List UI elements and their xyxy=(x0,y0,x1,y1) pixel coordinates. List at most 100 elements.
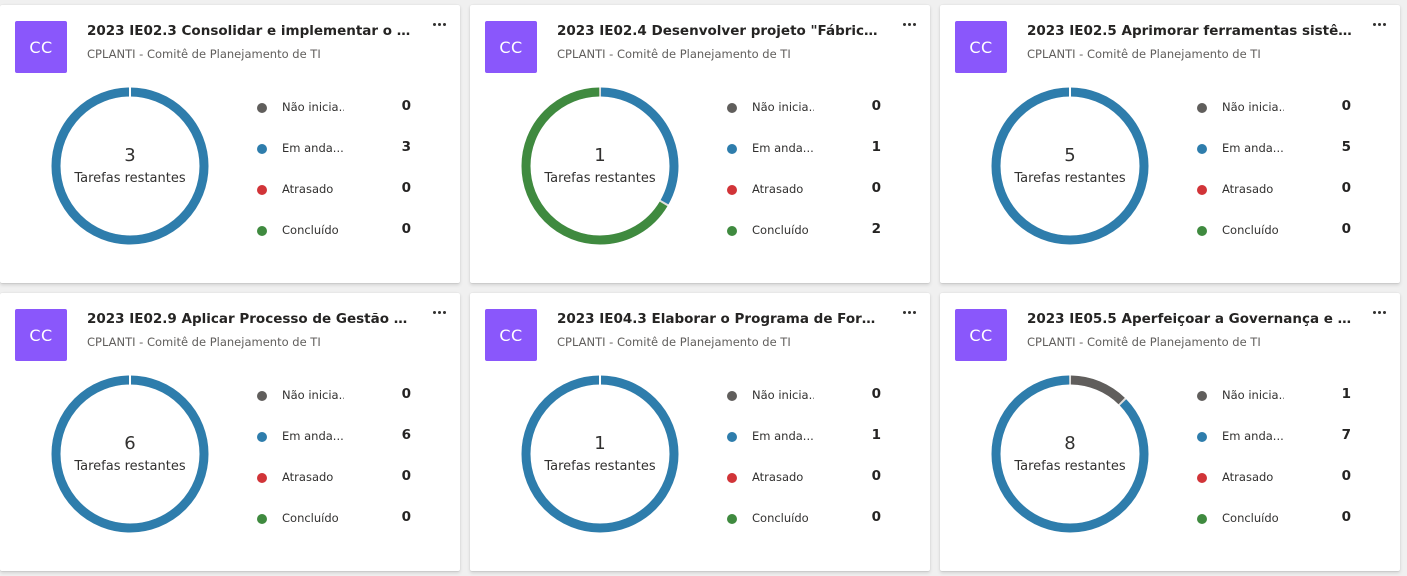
plan-title[interactable]: 2023 IE02.4 Desenvolver projeto "Fábrica… xyxy=(557,23,885,39)
status-legend: Não inicia... 0 Em anda... 5 Atrasado 0 Conclu… xyxy=(1197,93,1357,257)
donut-center: 1 Tarefas restantes xyxy=(521,375,679,533)
plan-title[interactable]: 2023 IE02.3 Consolidar e implementar o P… xyxy=(87,23,415,39)
legend-count: 0 xyxy=(401,221,411,237)
plan-avatar: CC xyxy=(15,309,67,361)
legend-row-em-andamento: Em anda... 1 xyxy=(727,422,887,463)
plan-card[interactable]: CC 2023 IE02.4 Desenvolver projeto "Fábr… xyxy=(470,5,930,283)
legend-count: 0 xyxy=(401,386,411,402)
legend-count: 6 xyxy=(401,427,411,443)
legend-dot-icon xyxy=(257,391,267,401)
status-legend: Não inicia... 1 Em anda... 7 Atrasado 0 Conclu… xyxy=(1197,381,1357,545)
legend-label: Em anda... xyxy=(1222,429,1284,443)
more-options-icon[interactable] xyxy=(896,303,922,321)
legend-count: 0 xyxy=(401,468,411,484)
plan-group-name: CPLANTI - Comitê de Planejamento de TI xyxy=(1027,47,1261,61)
legend-dot-icon xyxy=(727,185,737,195)
legend-dot-icon xyxy=(257,473,267,483)
donut-segment-em-andamento xyxy=(991,375,1149,533)
legend-row-em-andamento: Em anda... 7 xyxy=(1197,422,1357,463)
plan-avatar: CC xyxy=(955,309,1007,361)
plan-title[interactable]: 2023 IE05.5 Aperfeiçoar a Governança e a… xyxy=(1027,311,1355,327)
plan-group-name: CPLANTI - Comitê de Planejamento de TI xyxy=(87,47,321,61)
donut-center: 6 Tarefas restantes xyxy=(51,375,209,533)
legend-dot-icon xyxy=(257,144,267,154)
tasks-donut-chart: 1 Tarefas restantes xyxy=(521,375,679,533)
more-options-icon[interactable] xyxy=(426,303,452,321)
legend-row-atrasado: Atrasado 0 xyxy=(257,463,417,504)
legend-count: 1 xyxy=(871,427,881,443)
legend-row-atrasado: Atrasado 0 xyxy=(727,463,887,504)
legend-count: 0 xyxy=(1341,98,1351,114)
more-options-icon[interactable] xyxy=(896,15,922,33)
legend-row-nao-iniciado: Não inicia... 0 xyxy=(257,381,417,422)
legend-row-atrasado: Atrasado 0 xyxy=(1197,463,1357,504)
plan-group-name: CPLANTI - Comitê de Planejamento de TI xyxy=(87,335,321,349)
legend-label: Não inicia... xyxy=(752,388,814,402)
remaining-label: Tarefas restantes xyxy=(74,170,186,186)
plan-card[interactable]: CC 2023 IE02.9 Aplicar Processo de Gestã… xyxy=(0,293,460,571)
legend-row-em-andamento: Em anda... 1 xyxy=(727,134,887,175)
legend-label: Atrasado xyxy=(1222,182,1274,196)
legend-count: 3 xyxy=(401,139,411,155)
more-options-icon[interactable] xyxy=(1366,15,1392,33)
legend-row-nao-iniciado: Não inicia... 0 xyxy=(257,93,417,134)
tasks-donut-chart: 5 Tarefas restantes xyxy=(991,87,1149,245)
plan-avatar: CC xyxy=(15,21,67,73)
plan-card[interactable]: CC 2023 IE02.5 Aprimorar ferramentas sis… xyxy=(940,5,1400,283)
tasks-donut-chart: 3 Tarefas restantes xyxy=(51,87,209,245)
legend-count: 0 xyxy=(871,468,881,484)
plan-title[interactable]: 2023 IE02.5 Aprimorar ferramentas sistêm… xyxy=(1027,23,1355,39)
plan-avatar: CC xyxy=(955,21,1007,73)
donut-center: 3 Tarefas restantes xyxy=(51,87,209,245)
donut-segment-em-andamento xyxy=(521,87,679,245)
plan-avatar: CC xyxy=(485,21,537,73)
legend-count: 0 xyxy=(1341,221,1351,237)
donut-center: 1 Tarefas restantes xyxy=(521,87,679,245)
plan-card[interactable]: CC 2023 IE02.3 Consolidar e implementar … xyxy=(0,5,460,283)
legend-dot-icon xyxy=(1197,514,1207,524)
tasks-donut-chart: 8 Tarefas restantes xyxy=(991,375,1149,533)
legend-row-concluido: Concluído 0 xyxy=(257,504,417,545)
donut-svg xyxy=(521,87,679,245)
plan-card[interactable]: CC 2023 IE04.3 Elaborar o Programa de Fo… xyxy=(470,293,930,571)
legend-dot-icon xyxy=(1197,144,1207,154)
legend-label: Em anda... xyxy=(282,141,344,155)
legend-label: Atrasado xyxy=(282,470,334,484)
legend-dot-icon xyxy=(727,514,737,524)
legend-row-em-andamento: Em anda... 3 xyxy=(257,134,417,175)
legend-row-concluido: Concluído 0 xyxy=(727,504,887,545)
remaining-label: Tarefas restantes xyxy=(544,170,656,186)
legend-label: Em anda... xyxy=(1222,141,1284,155)
legend-label: Atrasado xyxy=(752,182,804,196)
legend-row-nao-iniciado: Não inicia... 0 xyxy=(1197,93,1357,134)
donut-start-notch xyxy=(129,87,131,98)
donut-center: 8 Tarefas restantes xyxy=(991,375,1149,533)
remaining-label: Tarefas restantes xyxy=(74,458,186,474)
legend-label: Não inicia... xyxy=(1222,388,1284,402)
plan-title[interactable]: 2023 IE04.3 Elaborar o Programa de Forma… xyxy=(557,311,885,327)
plan-title[interactable]: 2023 IE02.9 Aplicar Processo de Gestão d… xyxy=(87,311,415,327)
legend-label: Não inicia... xyxy=(282,100,344,114)
plan-card[interactable]: CC 2023 IE05.5 Aperfeiçoar a Governança … xyxy=(940,293,1400,571)
more-options-icon[interactable] xyxy=(1366,303,1392,321)
plan-avatar: CC xyxy=(485,309,537,361)
legend-label: Concluído xyxy=(752,223,809,237)
more-options-icon[interactable] xyxy=(426,15,452,33)
legend-dot-icon xyxy=(1197,391,1207,401)
legend-count: 1 xyxy=(1341,386,1351,402)
legend-count: 0 xyxy=(871,509,881,525)
legend-row-nao-iniciado: Não inicia... 0 xyxy=(727,93,887,134)
legend-dot-icon xyxy=(727,226,737,236)
legend-count: 1 xyxy=(871,139,881,155)
remaining-count: 3 xyxy=(124,144,136,166)
legend-label: Concluído xyxy=(752,511,809,525)
legend-label: Em anda... xyxy=(282,429,344,443)
legend-dot-icon xyxy=(257,103,267,113)
tasks-donut-chart: 6 Tarefas restantes xyxy=(51,375,209,533)
legend-count: 0 xyxy=(401,180,411,196)
legend-row-concluido: Concluído 0 xyxy=(1197,216,1357,257)
remaining-count: 1 xyxy=(594,432,606,454)
legend-dot-icon xyxy=(257,432,267,442)
legend-count: 0 xyxy=(871,386,881,402)
